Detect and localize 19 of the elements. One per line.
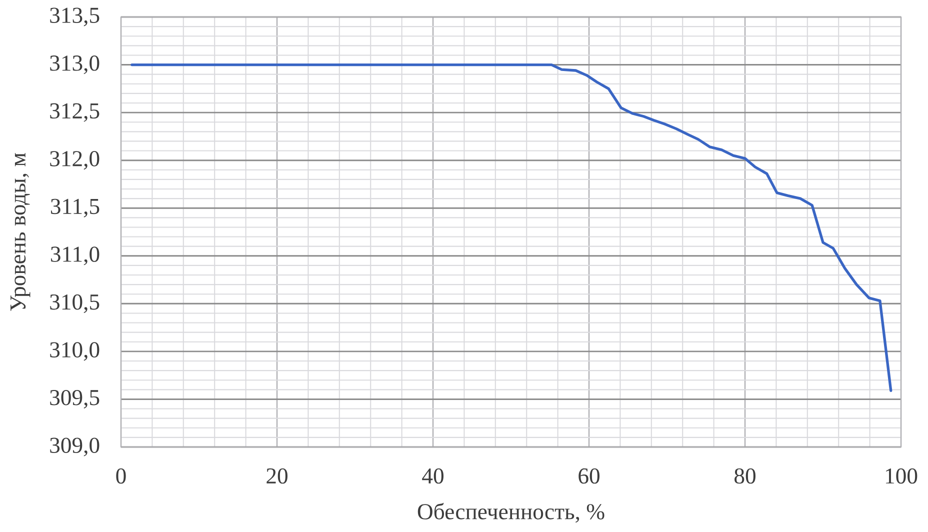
line-series (130, 63, 892, 392)
x-tick-label: 60 (578, 468, 600, 484)
x-tick-label: 0 (116, 468, 126, 484)
y-tick-label: 313,0 (50, 55, 100, 74)
y-tick-label: 312,0 (50, 151, 100, 170)
x-tick-label: 80 (734, 468, 756, 484)
x-tick-label: 40 (422, 468, 444, 484)
y-tick-label: 312,5 (50, 103, 100, 122)
x-tick-label: 20 (266, 468, 288, 484)
y-tick-label: 311,0 (50, 246, 100, 266)
x-tick-label: 100 (886, 468, 918, 484)
x-axis-title: Обеспеченность, % (418, 502, 604, 523)
y-tick-label: 310,5 (50, 294, 100, 313)
y-tick-label: 309,5 (50, 390, 100, 409)
y-tick-label: 310,0 (50, 342, 100, 361)
y-tick-label: 313,5 (50, 8, 100, 26)
y-tick-label: 311,5 (50, 198, 100, 218)
y-tick-label: 309,0 (50, 438, 100, 456)
y-axis-title: Уровень воды, м (10, 152, 30, 311)
